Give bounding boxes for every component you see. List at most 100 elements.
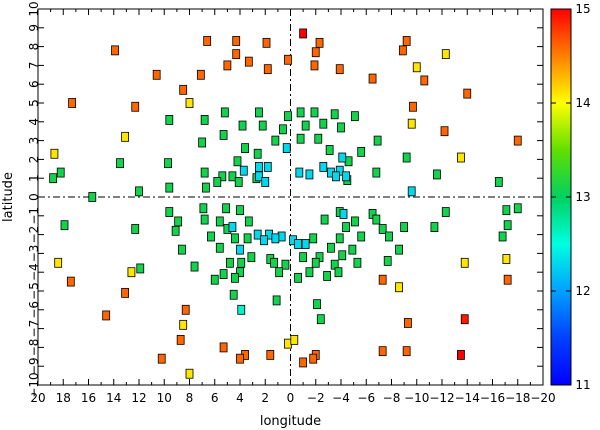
data-point [181, 304, 190, 315]
data-point [296, 133, 305, 144]
data-point [373, 135, 382, 146]
data-point [56, 167, 65, 178]
data-point [395, 244, 403, 255]
x-tick-label: 2 [261, 391, 269, 405]
data-point [203, 36, 212, 46]
data-point [409, 101, 417, 112]
data-point [430, 222, 439, 232]
data-point [353, 257, 362, 268]
data-point [200, 167, 209, 178]
data-point [311, 257, 320, 268]
data-point [190, 261, 199, 272]
data-point [185, 368, 194, 379]
data-point [325, 145, 334, 155]
data-point [402, 346, 411, 357]
data-point [253, 148, 262, 159]
data-point [179, 84, 188, 95]
data-point [178, 244, 186, 255]
data-point [136, 263, 145, 274]
data-point [502, 254, 511, 264]
data-point [68, 98, 76, 108]
data-point [238, 120, 247, 131]
y-axis-title: latitude [1, 172, 16, 222]
data-point [378, 224, 387, 234]
data-point [402, 152, 411, 163]
data-point [372, 167, 381, 178]
data-point [334, 267, 343, 278]
y-tick-label: 8 [27, 43, 41, 51]
data-point [290, 334, 299, 345]
data-point [239, 165, 248, 176]
y-tick-label: −2 [27, 226, 41, 244]
data-point [199, 203, 208, 214]
data-point [241, 143, 249, 154]
data-point [295, 167, 304, 178]
data-point [223, 60, 232, 71]
data-point [234, 177, 243, 187]
y-tick-label: −10 [27, 372, 41, 397]
data-point [330, 109, 339, 120]
data-point [219, 342, 228, 353]
x-tick-label: −2 [307, 391, 325, 405]
colorbar-tick-label: 14 [575, 96, 590, 110]
x-tick-label: 10 [157, 391, 172, 405]
data-point [176, 334, 185, 345]
data-point [319, 118, 328, 129]
data-point [270, 257, 278, 268]
data-point [200, 115, 209, 125]
data-point [332, 171, 340, 182]
data-point [271, 135, 280, 146]
data-point [503, 220, 512, 231]
colorbar: 11 12 13 14 15 [550, 2, 591, 392]
data-point [503, 274, 512, 285]
x-tick-label: −10 [404, 391, 429, 405]
data-point [220, 107, 229, 118]
data-point [207, 231, 215, 242]
data-point [284, 111, 292, 122]
data-point [502, 205, 511, 216]
data-point [135, 186, 143, 197]
data-point [309, 233, 318, 244]
colorbar-tick-label: 13 [575, 190, 590, 204]
data-point [385, 231, 393, 242]
data-point [457, 152, 465, 163]
data-point [441, 49, 450, 60]
data-point [165, 182, 174, 193]
data-point [200, 214, 209, 225]
data-point [294, 272, 302, 283]
y-tick-label: −1 [27, 207, 41, 225]
data-point [253, 229, 262, 240]
data-point [263, 162, 272, 172]
y-tick-label: 2 [27, 156, 41, 164]
y-tick-label: 6 [27, 80, 41, 88]
data-point [335, 64, 344, 75]
data-point [165, 115, 174, 125]
x-tick-label: −12 [429, 391, 454, 405]
data-point [498, 231, 507, 242]
data-point [301, 239, 310, 249]
data-point [310, 107, 319, 118]
data-point [350, 216, 359, 227]
data-point [299, 357, 308, 368]
y-tick-label: −8 [27, 339, 41, 357]
y-tick-label: 10 [27, 1, 41, 16]
data-point [378, 274, 387, 285]
data-point [463, 88, 472, 99]
data-point [198, 137, 207, 148]
x-tick-label: 20 [30, 391, 45, 405]
data-point [412, 62, 421, 73]
colorbar-tick-label: 15 [575, 2, 590, 16]
data-point [513, 135, 522, 146]
data-point [229, 289, 238, 300]
data-point [309, 353, 318, 364]
data-point [236, 244, 244, 255]
y-tick-label: 0 [27, 193, 41, 201]
data-point [231, 233, 239, 244]
data-point [398, 45, 407, 56]
data-point [407, 118, 416, 129]
data-point [338, 250, 347, 261]
data-point [460, 314, 469, 325]
data-point [262, 37, 271, 48]
data-points [49, 28, 522, 379]
